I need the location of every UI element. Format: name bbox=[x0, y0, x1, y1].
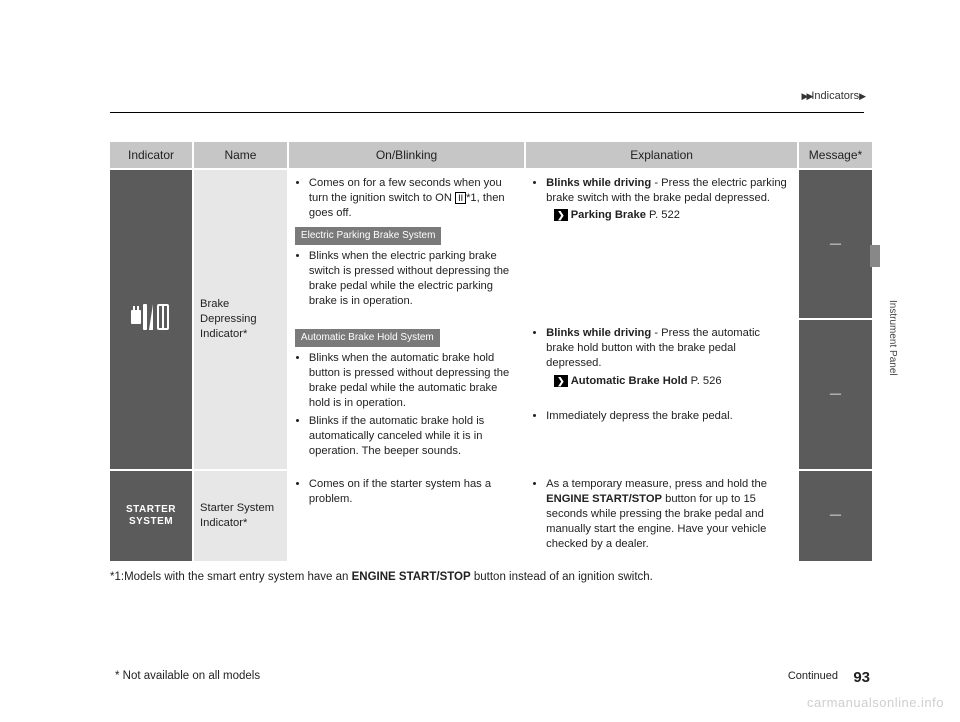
watermark: carmanualsonline.info bbox=[807, 695, 944, 710]
row1a-on-b2: Blinks when the electric parking brake s… bbox=[309, 249, 518, 309]
row2-on-b1: Comes on if the starter system has a pro… bbox=[309, 477, 518, 507]
th-name: Name bbox=[193, 142, 288, 169]
row2-name: Starter System Indicator* bbox=[193, 470, 288, 562]
ref-arrow-icon: ❯ bbox=[554, 375, 568, 387]
continued-label: Continued bbox=[788, 670, 838, 682]
badge-epb: Electric Parking Brake System bbox=[295, 227, 442, 245]
row1b-on: Automatic Brake Hold System Blinks when … bbox=[288, 319, 525, 469]
indicators-table: Indicator Name On/Blinking Explanation M… bbox=[110, 142, 872, 561]
row2-msg: — bbox=[798, 470, 872, 562]
row1b-on-b2: Blinks if the automatic brake hold is au… bbox=[309, 414, 518, 459]
starter-system-icon: STARTER SYSTEM bbox=[110, 470, 193, 562]
row1a-exp: Blinks while driving - Press the electri… bbox=[525, 169, 798, 319]
row1a-on-b1: Comes on for a few seconds when you turn… bbox=[309, 176, 518, 221]
footnote-2: * Not available on all models bbox=[115, 670, 260, 682]
side-section-label: Instrument Panel bbox=[887, 300, 898, 376]
row1b-exp-b2: Immediately depress the brake pedal. bbox=[546, 409, 791, 424]
breadcrumb-label: Indicators bbox=[811, 90, 859, 102]
th-on: On/Blinking bbox=[288, 142, 525, 169]
row1b-exp: Blinks while driving - Press the automat… bbox=[525, 319, 798, 469]
badge-abh: Automatic Brake Hold System bbox=[295, 329, 440, 347]
page-number: 93 bbox=[853, 669, 870, 686]
row1-name-l3: Indicator* bbox=[200, 328, 247, 340]
breadcrumb-tail-icon: ▶ bbox=[859, 91, 864, 101]
th-message: Message* bbox=[798, 142, 872, 169]
row1b-exp-b1: Blinks while driving - Press the automat… bbox=[546, 326, 791, 388]
row2-exp-b1: As a temporary measure, press and hold t… bbox=[546, 477, 791, 553]
row1b-on-b1: Blinks when the automatic brake hold but… bbox=[309, 351, 518, 411]
side-tab bbox=[870, 245, 880, 267]
row2-exp: As a temporary measure, press and hold t… bbox=[525, 470, 798, 562]
brake-depressing-icon bbox=[110, 169, 193, 470]
row1-name-l2: Depressing bbox=[200, 313, 257, 325]
row2-on: Comes on if the starter system has a pro… bbox=[288, 470, 525, 562]
row1a-msg: — bbox=[798, 169, 872, 319]
brake-pedal-icon bbox=[129, 300, 173, 334]
row1b-msg: — bbox=[798, 319, 872, 469]
th-indicator: Indicator bbox=[110, 142, 193, 169]
row1-name-l1: Brake bbox=[200, 298, 229, 310]
ref-arrow-icon: ❯ bbox=[554, 209, 568, 221]
footnote-1: *1:Models with the smart entry system ha… bbox=[110, 571, 872, 583]
row1-name: Brake Depressing Indicator* bbox=[193, 169, 288, 470]
ignition-on-icon: II bbox=[455, 192, 466, 204]
top-rule bbox=[110, 112, 864, 113]
breadcrumb-arrow-icon: ▶▶ bbox=[802, 91, 812, 101]
row1a-exp-b1: Blinks while driving - Press the electri… bbox=[546, 176, 791, 223]
row1a-on: Comes on for a few seconds when you turn… bbox=[288, 169, 525, 319]
th-explanation: Explanation bbox=[525, 142, 798, 169]
breadcrumb: ▶▶Indicators▶ bbox=[802, 90, 864, 102]
